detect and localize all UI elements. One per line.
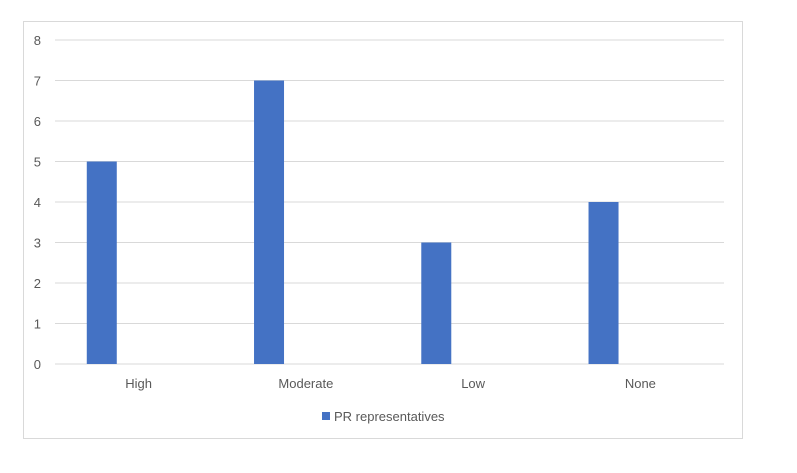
y-axis-ticks: 0 1 2 3 4 5 6 7 8 [34, 33, 41, 372]
bar [86, 161, 117, 364]
x-tick-label: None [625, 376, 656, 391]
x-tick-label: Low [461, 376, 485, 391]
y-tick-label: 1 [34, 317, 41, 332]
bar [588, 202, 619, 364]
y-tick-label: 8 [34, 33, 41, 48]
y-tick-label: 2 [34, 276, 41, 291]
gridlines [55, 39, 724, 365]
legend-label: PR representatives [334, 409, 445, 424]
y-tick-label: 6 [34, 114, 41, 129]
y-tick-label: 7 [34, 74, 41, 89]
x-tick-label: Moderate [278, 376, 333, 391]
bars [86, 80, 619, 364]
y-tick-label: 4 [34, 195, 41, 210]
y-tick-label: 3 [34, 236, 41, 251]
x-tick-label: High [125, 376, 152, 391]
y-tick-label: 5 [34, 155, 41, 170]
x-axis-ticks: High Moderate Low None [125, 376, 656, 391]
chart-area: 0 1 2 3 4 5 6 7 8 High Moderate Low None PR represe… [23, 21, 743, 439]
y-tick-label: 0 [34, 357, 41, 372]
legend: PR representatives [322, 409, 445, 424]
legend-swatch [322, 412, 330, 420]
bar [254, 80, 285, 364]
bar-chart: 0 1 2 3 4 5 6 7 8 High Moderate Low None PR represe… [34, 33, 724, 424]
bar [421, 242, 452, 364]
